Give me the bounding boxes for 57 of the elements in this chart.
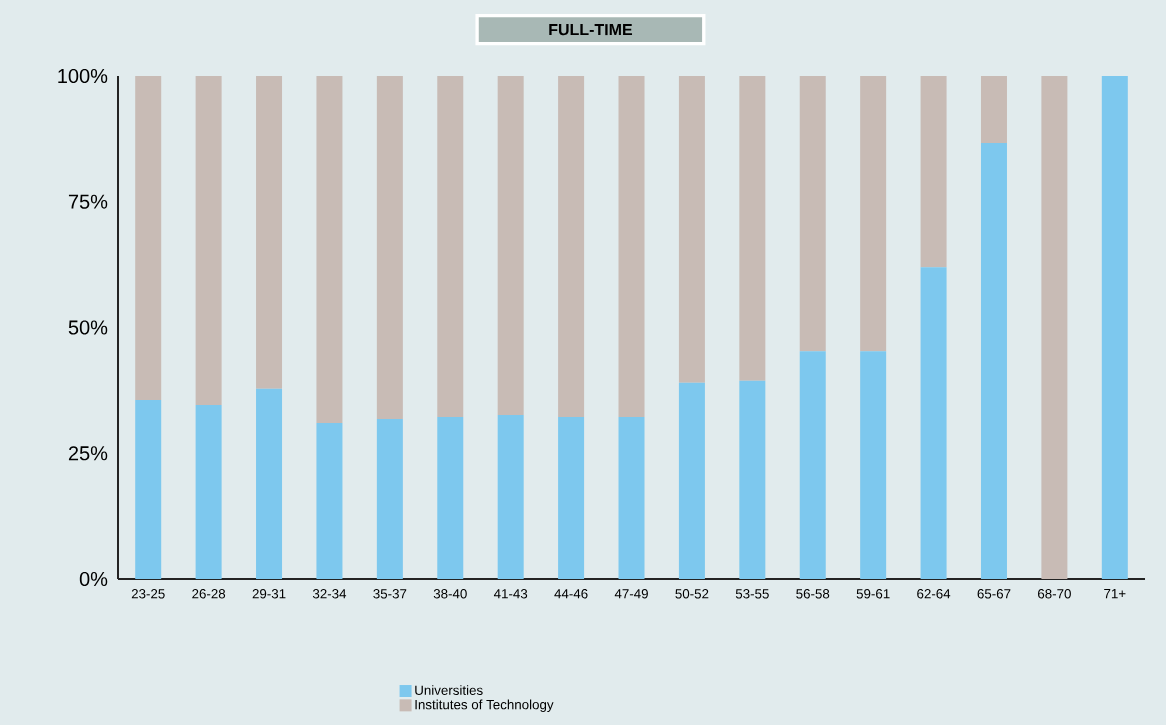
- x-tick-label: 71+: [1104, 589, 1126, 599]
- x-tick-label: 44-46: [554, 589, 588, 599]
- y-tick-label: 100%: [58, 68, 108, 84]
- bar: [860, 76, 887, 352]
- bar: [437, 417, 464, 579]
- x-tick-label: 35-37: [373, 589, 407, 599]
- x-tick-label: 26-28: [192, 589, 226, 599]
- bar: [376, 76, 403, 420]
- bar: [799, 351, 826, 579]
- bar: [618, 76, 645, 418]
- x-tick-label: 23-25: [131, 589, 165, 599]
- bar: [437, 76, 464, 418]
- bar: [1101, 76, 1128, 579]
- y-tick-label: 50%: [68, 320, 108, 335]
- bar: [678, 382, 705, 579]
- bar: [497, 76, 524, 416]
- bar: [316, 76, 343, 424]
- bar: [376, 419, 403, 579]
- x-tick-label: 50-52: [675, 589, 709, 599]
- x-tick-label: 29-31: [252, 589, 286, 599]
- x-tick-label: 68-70: [1038, 589, 1071, 599]
- bar: [618, 417, 645, 579]
- bar: [195, 76, 222, 405]
- bar: [739, 76, 766, 381]
- x-tick-label: 56-58: [796, 589, 830, 599]
- bar: [980, 76, 1007, 143]
- bar: [316, 423, 343, 579]
- bar: [980, 142, 1007, 579]
- x-tick-label: 59-61: [856, 589, 890, 599]
- x-tick-label: 62-64: [917, 589, 951, 599]
- bar: [497, 415, 524, 579]
- bar: [678, 76, 705, 383]
- legend-label: Institutes of Technology: [415, 699, 554, 712]
- bar: [135, 399, 162, 579]
- x-tick-label: 41-43: [493, 589, 528, 599]
- bar: [920, 267, 947, 579]
- x-tick-label: 53-55: [735, 589, 769, 599]
- bar: [558, 76, 585, 418]
- bar: [920, 76, 947, 268]
- y-tick-label: 25%: [68, 446, 108, 461]
- bar: [195, 404, 222, 579]
- bar: [256, 76, 283, 389]
- bar: [558, 417, 585, 579]
- chart-title: FULL-TIME: [549, 24, 633, 36]
- x-tick-label: 32-34: [312, 589, 347, 599]
- legend-label: Universities: [415, 685, 483, 695]
- x-tick-label: 65-67: [977, 589, 1011, 599]
- y-tick-label: 75%: [68, 194, 108, 209]
- bar: [739, 380, 766, 579]
- bar: [135, 76, 162, 400]
- bar: [799, 76, 826, 352]
- x-tick-label: 38-40: [433, 589, 467, 599]
- bar: [1041, 76, 1068, 579]
- x-tick-label: 47-49: [614, 589, 648, 599]
- y-tick-label: 0%: [79, 571, 108, 587]
- bar: [860, 351, 887, 579]
- bar: [256, 388, 283, 579]
